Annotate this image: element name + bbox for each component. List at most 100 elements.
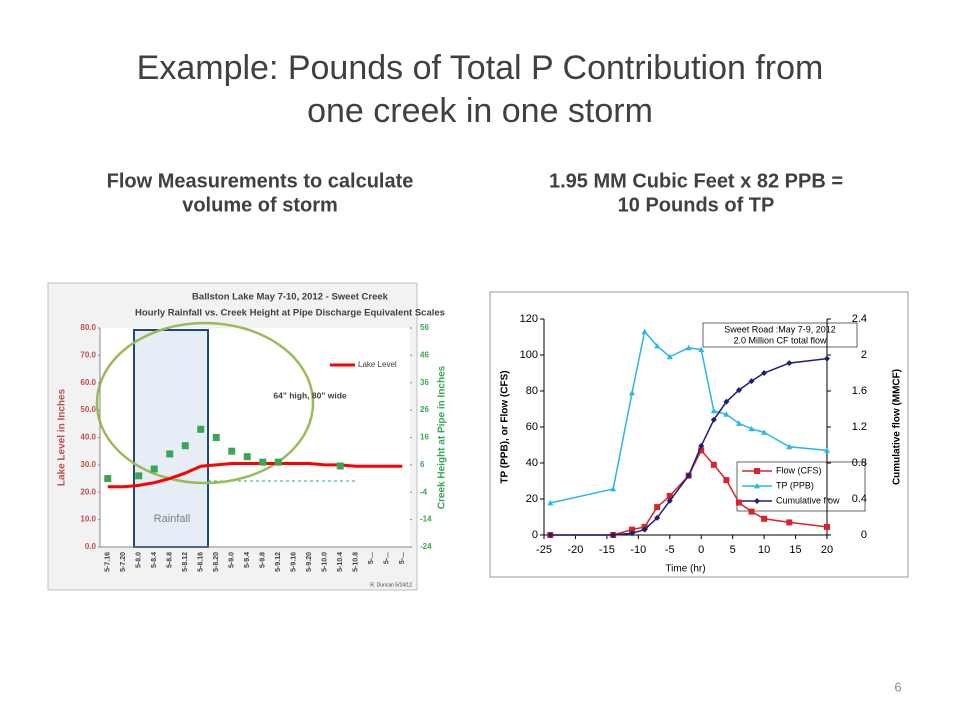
y2-tick-label: 1.6 [852, 385, 867, 397]
left-heading: volume of storm [182, 194, 338, 216]
page-number: 6 [894, 679, 901, 694]
marker [735, 499, 742, 506]
marker [104, 475, 112, 483]
marker [547, 499, 554, 506]
y-tick-label: 40.0 [80, 433, 96, 442]
marker [641, 526, 648, 533]
legend-label: Flow (CFS) [776, 465, 822, 475]
marker [761, 429, 768, 435]
annotation: Rainfall [154, 513, 191, 525]
marker [666, 353, 673, 360]
x-tick-label: 5-8.16 [198, 552, 205, 572]
series-line [107, 462, 403, 489]
x-tick-label: 5-... [368, 552, 375, 564]
annotation: 2.0 Million CF total flow [733, 335, 827, 345]
marker [698, 442, 705, 449]
marker [824, 523, 830, 530]
x-tick-label: 20 [821, 544, 833, 556]
right-heading: 1.95 MM Cubic Feet x 82 PPB = [549, 170, 843, 192]
y-tick-label: 100 [520, 349, 538, 361]
marker [666, 497, 673, 504]
marker [824, 355, 830, 362]
highlight-ellipse [95, 321, 315, 485]
y-tick-label: 60 [526, 421, 538, 433]
marker [786, 443, 793, 450]
slide-title: one creek in one storm [307, 92, 653, 130]
marker [761, 370, 768, 376]
marker [666, 492, 673, 499]
marker [629, 530, 636, 537]
y-tick-label: 10.0 [80, 515, 96, 524]
marker [698, 346, 705, 352]
y2-tick-label: 2.4 [852, 313, 867, 325]
annotation: R. Duncan 5/24/12 [370, 582, 412, 588]
marker [685, 472, 692, 479]
y-tick-label: 120 [520, 313, 538, 325]
y2-axis-label: Cumulative flow (MMCF) [892, 369, 903, 485]
marker [754, 483, 760, 489]
marker [786, 519, 793, 526]
y-tick-label: 0.0 [85, 542, 97, 551]
y-tick-label: 50.0 [80, 405, 96, 414]
x-tick-label: 5-10.4 [337, 552, 344, 572]
marker [166, 450, 174, 458]
marker [629, 526, 636, 533]
x-tick-label: 5-9.20 [306, 552, 313, 572]
marker [748, 508, 755, 515]
annotation-box [702, 322, 858, 348]
x-tick-label: 0 [698, 544, 704, 556]
marker [786, 360, 793, 367]
y2-tick-label: -4 [420, 487, 428, 496]
x-tick-label: 5-9.8 [260, 552, 267, 568]
marker [336, 462, 344, 470]
x-tick-label: 5-7.16 [105, 552, 112, 572]
y2-tick-label: 16 [420, 433, 429, 442]
y2-tick-label: -14 [420, 515, 432, 524]
x-tick-label: 5-8.0 [136, 552, 143, 568]
y2-tick-label: 0.4 [852, 493, 867, 505]
x-tick-label: 5-9.12 [275, 552, 282, 572]
y-tick-label: 60.0 [80, 378, 96, 387]
x-axis-label: Time (hr) [665, 564, 705, 575]
marker [723, 398, 730, 405]
y-tick-label: 40 [526, 457, 538, 469]
y2-tick-label: 2 [861, 349, 867, 361]
right-heading: 10 Pounds of TP [618, 194, 775, 216]
annotation: 64" high, 80" wide [273, 390, 347, 400]
legend-label: Cumulative flow [776, 495, 840, 505]
x-tick-label: 5 [730, 544, 736, 556]
x-tick-label: -25 [536, 544, 552, 556]
y2-tick-label: 56 [420, 323, 429, 332]
marker [547, 532, 554, 538]
x-tick-label: 10 [758, 544, 770, 556]
x-tick-label: -10 [630, 544, 646, 556]
slide-title: Example: Pounds of Total P Contribution … [137, 49, 824, 87]
marker [710, 416, 717, 423]
x-tick-label: -20 [567, 544, 583, 556]
x-tick-label: 5-8.8 [167, 552, 174, 568]
y-tick-label: 80 [526, 385, 538, 397]
x-tick-label: 5-... [399, 552, 406, 564]
marker [748, 425, 755, 432]
legend-label: Lake Level [358, 360, 397, 369]
y-tick-label: 30.0 [80, 460, 96, 469]
y-tick-label: 0 [532, 529, 538, 541]
y2-tick-label: 36 [420, 378, 429, 387]
annotation: Sweet Road :May 7-9, 2012 [724, 324, 836, 334]
x-tick-label: 5-... [384, 552, 391, 564]
marker [150, 465, 158, 473]
marker [610, 485, 617, 492]
marker [710, 461, 717, 468]
marker [654, 504, 661, 511]
marker [243, 453, 251, 461]
y2-tick-label: -24 [420, 542, 432, 551]
marker [761, 515, 768, 522]
left-heading: Flow Measurements to calculate [107, 170, 414, 192]
y2-tick-label: 1.2 [852, 421, 867, 433]
y2-tick-label: 26 [420, 405, 429, 414]
x-tick-label: -5 [665, 544, 675, 556]
marker [228, 447, 236, 455]
marker [735, 387, 742, 394]
y2-tick-label: 46 [420, 350, 429, 359]
marker [824, 447, 830, 453]
